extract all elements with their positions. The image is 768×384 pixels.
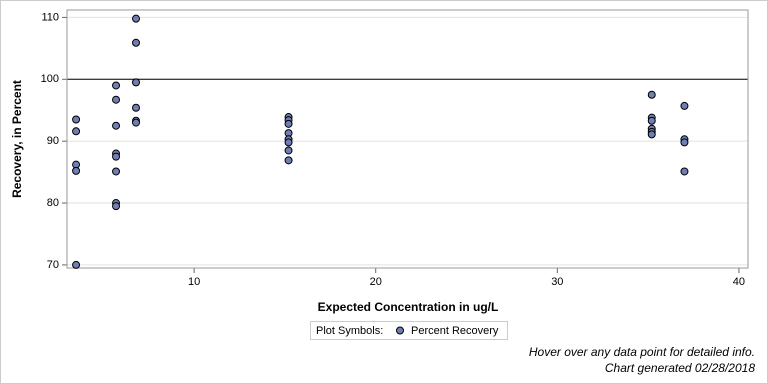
data-point (112, 81, 121, 90)
y-tick-label: 110 (41, 11, 59, 23)
footnote: Chart generated 02/28/2018 (605, 361, 755, 375)
y-tick-label: 100 (41, 73, 59, 85)
x-tick-label: 40 (733, 276, 745, 288)
legend-title: Plot Symbols: (316, 325, 383, 337)
data-point (647, 130, 656, 139)
data-point (72, 127, 81, 136)
data-point (132, 14, 141, 23)
x-tick-label: 30 (551, 276, 563, 288)
data-point (680, 101, 689, 110)
x-axis-label: Expected Concentration in ug/L (318, 300, 499, 314)
data-point (284, 119, 293, 128)
data-point (680, 138, 689, 147)
y-tick-label: 80 (47, 197, 59, 209)
data-point (647, 116, 656, 125)
data-point (284, 156, 293, 165)
y-tick-label: 90 (47, 135, 59, 147)
data-point (284, 146, 293, 155)
legend-marker (396, 326, 404, 335)
data-point (72, 260, 81, 269)
data-point (132, 118, 141, 127)
data-point (132, 78, 141, 87)
data-point (680, 167, 689, 176)
data-point (112, 167, 121, 176)
footnote: Hover over any data point for detailed i… (529, 345, 755, 359)
data-point (132, 103, 141, 112)
data-point (284, 138, 293, 147)
x-tick-label: 10 (188, 276, 200, 288)
data-point (112, 202, 121, 211)
y-tick-label: 70 (47, 259, 59, 271)
data-point (112, 121, 121, 130)
data-point (112, 152, 121, 161)
data-point (132, 38, 141, 47)
data-point (647, 90, 656, 99)
legend-box (310, 321, 508, 340)
data-point (112, 95, 121, 104)
x-tick-label: 20 (370, 276, 382, 288)
data-point (72, 166, 81, 175)
legend-label: Percent Recovery (411, 325, 499, 337)
plot-frame (66, 9, 749, 269)
y-axis-label: Recovery, in Percent (10, 80, 24, 198)
data-point (72, 115, 81, 124)
